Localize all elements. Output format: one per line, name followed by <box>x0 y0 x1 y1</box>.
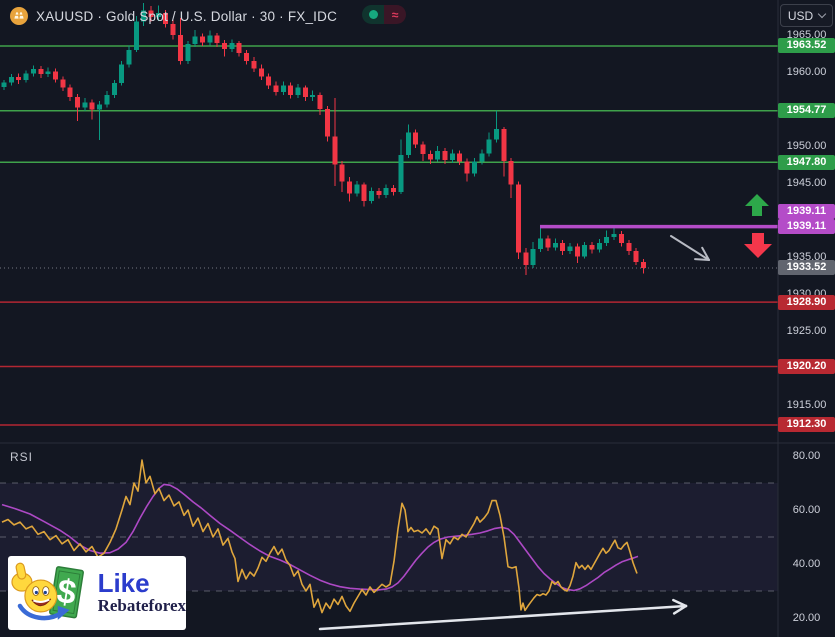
green-price-badge: 1963.52 <box>778 38 835 54</box>
price-axis[interactable]: 1965.001960.001950.001945.001935.001930.… <box>778 0 835 637</box>
down-trend-arrow-drawing[interactable] <box>670 235 710 261</box>
toggle-on-segment[interactable] <box>362 5 384 24</box>
rsi-line <box>1 459 638 614</box>
candles[interactable] <box>1 3 646 275</box>
alert-toggle[interactable]: ≈ <box>362 5 406 24</box>
watermark-text: Like Rebateforex <box>98 570 186 616</box>
gray-price-badge: 1933.52 <box>778 260 835 276</box>
down-arrow-marker[interactable] <box>744 233 772 258</box>
green-dot-icon <box>368 10 378 19</box>
purple-price-badge: 1939.11 <box>778 219 835 235</box>
watermark-rebateforex: Rebateforex <box>97 596 186 615</box>
up-arrow-marker[interactable] <box>745 194 769 216</box>
price-tick: 40.00 <box>792 558 821 570</box>
price-tick: 1950.00 <box>786 140 827 152</box>
watermark-like: Like <box>97 568 150 598</box>
approx-icon: ≈ <box>391 7 399 22</box>
price-tick: 1945.00 <box>786 177 827 189</box>
thumbs-up-emoji-icon: $ <box>11 562 84 621</box>
price-tick: 1915.00 <box>786 399 827 411</box>
currency-selector-button[interactable]: USD <box>780 4 833 27</box>
red-price-badge: 1920.20 <box>778 359 835 375</box>
currency-label: USD <box>787 8 814 23</box>
gold-coin-icon <box>10 7 28 25</box>
price-tick: 20.00 <box>792 612 821 624</box>
purple-price-badge: 1939.11 <box>778 204 835 220</box>
price-tick: 60.00 <box>792 504 821 516</box>
price-tick: 1935.00 <box>786 251 827 263</box>
green-price-badge: 1947.80 <box>778 154 835 170</box>
up-trend-arrow-drawing[interactable] <box>318 598 688 631</box>
chart-header: XAUUSD · Gold Spot / U.S. Dollar · 30 · … <box>10 4 337 28</box>
rebateforex-watermark: $ Like Rebateforex <box>8 556 186 630</box>
rsi-indicator-label: RSI <box>10 450 34 464</box>
toggle-approx-segment[interactable]: ≈ <box>384 5 406 24</box>
price-tick: 80.00 <box>792 450 821 462</box>
green-price-badge: 1954.77 <box>778 103 835 119</box>
price-tick: 1960.00 <box>786 66 827 78</box>
rsi-ma-line <box>1 483 639 592</box>
red-price-badge: 1912.30 <box>778 417 835 433</box>
symbol-title[interactable]: XAUUSD · Gold Spot / U.S. Dollar · 30 · … <box>36 8 338 24</box>
red-price-badge: 1928.90 <box>778 294 835 310</box>
price-tick: 1925.00 <box>786 325 827 337</box>
price-tick: 1965.00 <box>786 29 827 41</box>
chevron-down-icon <box>817 9 827 19</box>
